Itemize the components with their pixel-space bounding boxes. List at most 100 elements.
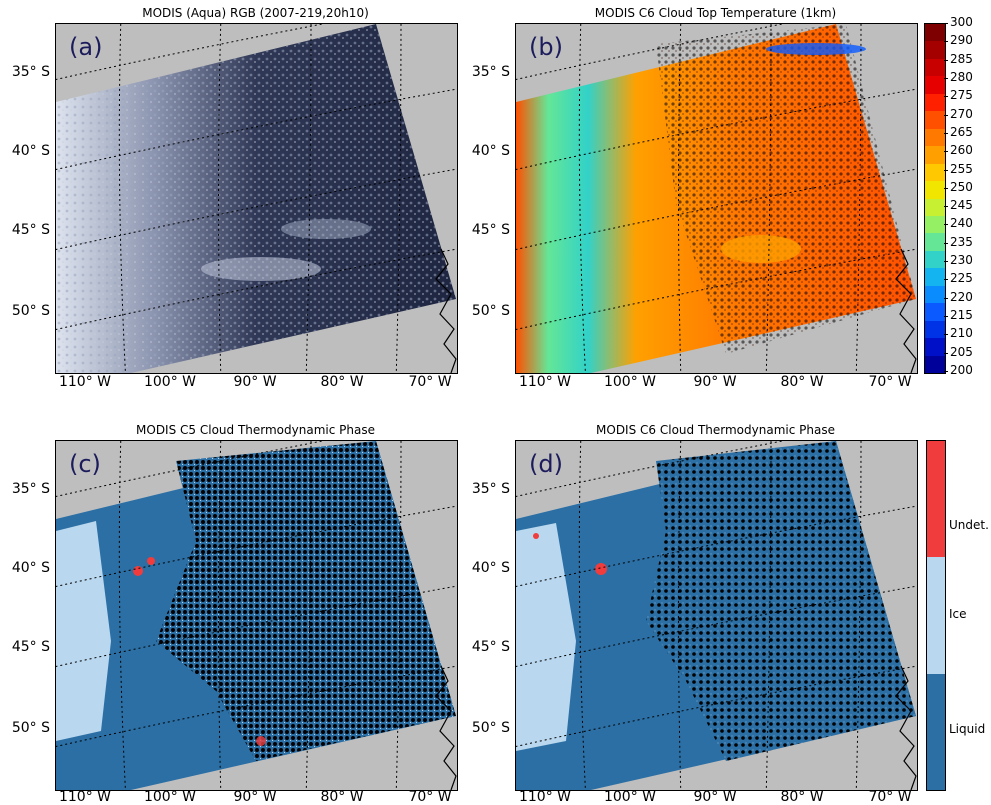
temperature-tick-mark bbox=[944, 352, 948, 354]
temperature-colorbar-segment bbox=[925, 146, 945, 165]
temperature-colorbar-segment bbox=[925, 285, 945, 304]
temperature-tick-label: 215 bbox=[950, 308, 973, 323]
panel-c-title: MODIS C5 Cloud Thermodynamic Phase bbox=[136, 423, 375, 437]
lat-label-40s-top-b: 40° S bbox=[471, 143, 510, 159]
phase-ice-swatch bbox=[927, 557, 945, 674]
lat-label-50s-top-b: 50° S bbox=[471, 303, 510, 319]
temperature-tick-label: 260 bbox=[950, 143, 973, 158]
temperature-tick-label: 280 bbox=[950, 69, 973, 84]
temperature-colorbar-segment bbox=[925, 303, 945, 322]
panel-c-map bbox=[55, 440, 458, 791]
lon-label-70w-d: 70° W bbox=[868, 789, 912, 805]
temperature-tick-mark bbox=[944, 316, 948, 318]
lon-label-110w-a: 110° W bbox=[58, 374, 111, 390]
cloud-top-temperature-image bbox=[516, 24, 917, 373]
lon-label-90w-a: 90° W bbox=[233, 374, 277, 390]
lat-label-40s-bottom: 40° S bbox=[11, 560, 50, 576]
temperature-tick-mark bbox=[944, 242, 948, 244]
temperature-tick-mark bbox=[944, 187, 948, 189]
panel-a-letter: (a) bbox=[69, 33, 103, 61]
temperature-tick-label: 235 bbox=[950, 234, 973, 249]
lat-label-50s-bottom: 50° S bbox=[11, 720, 50, 736]
temperature-colorbar bbox=[924, 23, 946, 374]
temperature-tick-mark bbox=[944, 96, 948, 98]
panel-b-map bbox=[515, 23, 918, 374]
temperature-colorbar-segment bbox=[925, 58, 945, 77]
panel-b-letter: (b) bbox=[529, 33, 563, 61]
phase-label-undetermined: Undet. bbox=[949, 518, 989, 532]
temperature-tick-mark bbox=[944, 279, 948, 281]
temperature-tick-mark bbox=[944, 206, 948, 208]
temperature-tick-label: 275 bbox=[950, 88, 973, 103]
temperature-tick-label: 250 bbox=[950, 179, 973, 194]
lon-label-90w-c: 90° W bbox=[233, 789, 277, 805]
temperature-tick-label: 245 bbox=[950, 198, 973, 213]
temperature-colorbar-segment bbox=[925, 320, 945, 339]
temperature-tick-label: 300 bbox=[950, 15, 973, 29]
temperature-colorbar-segment bbox=[925, 268, 945, 287]
temperature-tick-label: 290 bbox=[950, 33, 973, 48]
lon-label-110w-c: 110° W bbox=[58, 789, 111, 805]
temperature-tick-mark bbox=[944, 334, 948, 336]
lon-label-80w-d: 80° W bbox=[780, 789, 824, 805]
lat-label-45s-top-b: 45° S bbox=[471, 222, 510, 238]
lat-label-45s-top: 45° S bbox=[11, 222, 50, 238]
temperature-tick-mark bbox=[944, 151, 948, 153]
phase-label-ice: Ice bbox=[949, 607, 967, 621]
lon-label-100w-d: 100° W bbox=[603, 789, 656, 805]
phase-colorbar bbox=[926, 440, 946, 791]
temperature-colorbar-segment bbox=[925, 24, 945, 42]
lon-label-80w-c: 80° W bbox=[320, 789, 364, 805]
temperature-tick-mark bbox=[944, 297, 948, 299]
c5-phase-image bbox=[56, 441, 457, 790]
lat-label-35s-top-b: 35° S bbox=[471, 64, 510, 80]
temperature-tick-mark bbox=[944, 41, 948, 43]
temperature-tick-mark bbox=[944, 169, 948, 171]
temperature-colorbar-segment bbox=[925, 93, 945, 112]
lon-label-70w-c: 70° W bbox=[408, 789, 452, 805]
panel-c-letter: (c) bbox=[69, 450, 101, 478]
lon-label-100w-a: 100° W bbox=[143, 374, 196, 390]
lat-label-45s-bottom-d: 45° S bbox=[471, 639, 510, 655]
temperature-tick-label: 200 bbox=[950, 363, 973, 377]
temperature-colorbar-segment bbox=[925, 233, 945, 252]
temperature-colorbar-segment bbox=[925, 355, 945, 374]
lat-label-35s-top: 35° S bbox=[11, 64, 50, 80]
lon-label-70w-b: 70° W bbox=[868, 374, 912, 390]
lat-label-50s-bottom-d: 50° S bbox=[471, 720, 510, 736]
temperature-tick-label: 240 bbox=[950, 216, 973, 231]
phase-undetermined-swatch bbox=[927, 441, 945, 558]
temperature-tick-mark bbox=[944, 132, 948, 134]
lon-label-70w-a: 70° W bbox=[408, 374, 452, 390]
lon-label-80w-a: 80° W bbox=[320, 374, 364, 390]
temperature-tick-label: 230 bbox=[950, 253, 973, 268]
lon-label-100w-b: 100° W bbox=[603, 374, 656, 390]
temperature-colorbar-segment bbox=[925, 250, 945, 269]
lat-label-40s-bottom-d: 40° S bbox=[471, 560, 510, 576]
lat-label-35s-bottom-d: 35° S bbox=[471, 481, 510, 497]
temperature-tick-mark bbox=[944, 371, 948, 372]
temperature-tick-label: 220 bbox=[950, 289, 973, 304]
lon-label-110w-b: 110° W bbox=[518, 374, 571, 390]
rgb-image bbox=[56, 24, 457, 373]
temperature-colorbar-segment bbox=[925, 76, 945, 95]
temperature-colorbar-segment bbox=[925, 128, 945, 147]
temperature-tick-mark bbox=[944, 114, 948, 116]
panel-d-title: MODIS C6 Cloud Thermodynamic Phase bbox=[596, 423, 835, 437]
temperature-colorbar-segment bbox=[925, 215, 945, 234]
temperature-tick-label: 255 bbox=[950, 161, 973, 176]
lon-label-80w-b: 80° W bbox=[780, 374, 824, 390]
temperature-tick-label: 285 bbox=[950, 51, 973, 66]
temperature-colorbar-segment bbox=[925, 181, 945, 199]
temperature-colorbar-segment bbox=[925, 338, 945, 357]
temperature-colorbar-segment bbox=[925, 198, 945, 217]
c6-phase-image bbox=[516, 441, 917, 790]
phase-liquid-swatch bbox=[927, 673, 945, 790]
temperature-tick-mark bbox=[944, 23, 948, 24]
lon-label-110w-d: 110° W bbox=[518, 789, 571, 805]
panel-a-title: MODIS (Aqua) RGB (2007-219,20h10) bbox=[142, 6, 369, 20]
temperature-tick-mark bbox=[944, 77, 948, 79]
temperature-tick-label: 205 bbox=[950, 344, 973, 359]
temperature-tick-label: 270 bbox=[950, 106, 973, 121]
temperature-colorbar-segment bbox=[925, 163, 945, 182]
